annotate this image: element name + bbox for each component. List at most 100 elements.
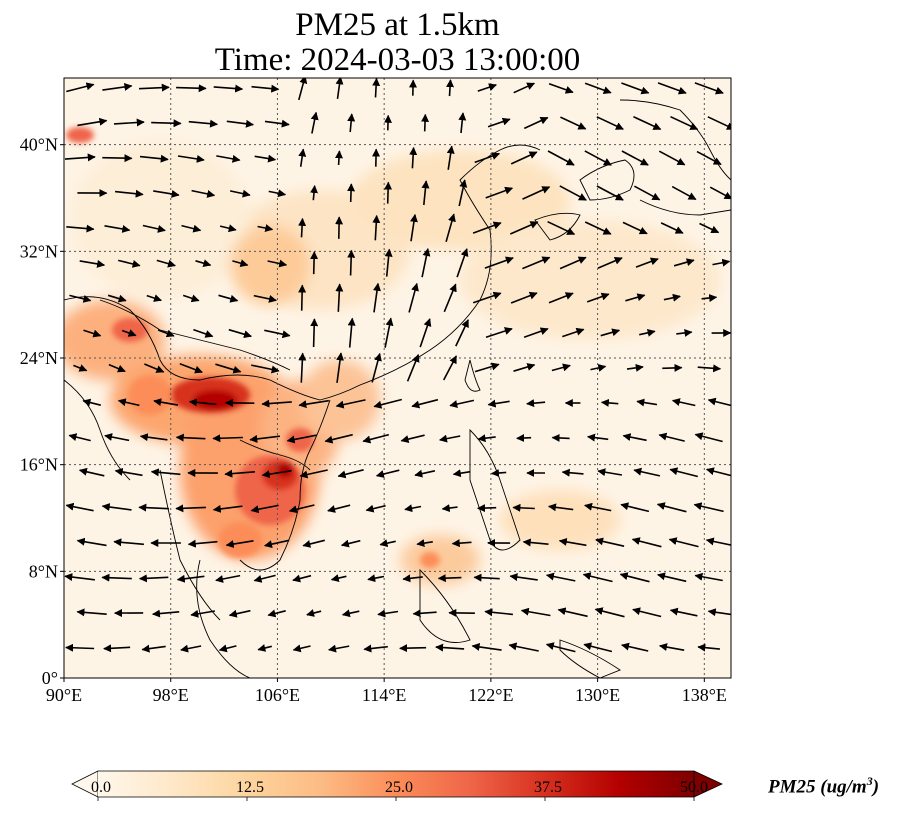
wind-arrow xyxy=(372,78,381,98)
wind-arrow xyxy=(522,186,551,200)
wind-arrow xyxy=(215,574,241,583)
wind-arrow xyxy=(409,213,418,242)
wind-arrow xyxy=(547,220,576,236)
wind-arrow xyxy=(190,609,216,618)
wind-arrow xyxy=(631,537,662,548)
wind-arrow xyxy=(195,259,212,268)
y-tick-label: 8°N xyxy=(29,561,58,581)
wind-arrow xyxy=(694,432,723,443)
wind-arrow xyxy=(384,317,394,348)
wind-arrow xyxy=(379,539,396,548)
wind-arrow xyxy=(139,154,169,163)
wind-arrow xyxy=(510,291,538,304)
wind-arrow xyxy=(419,318,432,348)
wind-arrow xyxy=(510,151,538,165)
wind-arrow xyxy=(669,607,698,617)
wind-arrow xyxy=(657,82,687,95)
wind-arrow xyxy=(330,574,347,582)
wind-arrow xyxy=(212,434,243,443)
wind-arrow xyxy=(596,116,624,130)
wind-arrow xyxy=(442,355,458,381)
wind-arrow xyxy=(298,217,307,238)
wind-arrow xyxy=(373,398,402,409)
wind-arrow xyxy=(224,469,255,478)
wind-arrow xyxy=(264,539,290,549)
wind-arrow xyxy=(188,398,217,407)
wind-arrow xyxy=(657,572,687,583)
colorbar xyxy=(71,770,723,801)
wind-arrow xyxy=(622,433,647,442)
wind-arrow xyxy=(458,112,467,134)
wind-arrow xyxy=(215,363,242,374)
wind-arrow xyxy=(445,213,456,243)
wind-arrow xyxy=(512,503,535,512)
wind-arrow xyxy=(472,291,502,304)
colorbar-tick: 37.5 xyxy=(534,779,562,796)
wind-arrow xyxy=(446,79,455,97)
colorbar-gradient xyxy=(98,771,694,797)
wind-arrow xyxy=(697,643,720,652)
wind-arrow xyxy=(327,504,351,513)
wind-arrow xyxy=(299,469,328,479)
wind-arrow xyxy=(526,399,546,408)
y-axis: 0° 8°N 16°N 24°N 32°N 40°N xyxy=(20,135,64,688)
wind-arrow xyxy=(267,259,288,268)
wind-arrow xyxy=(414,469,436,478)
wind-arrow xyxy=(373,282,381,313)
wind-arrow xyxy=(473,573,500,582)
wind-arrow xyxy=(694,82,724,95)
wind-arrow xyxy=(340,539,361,548)
wind-arrow xyxy=(292,574,312,583)
wind-arrow xyxy=(421,180,430,206)
wind-arrow xyxy=(676,328,693,337)
wind-arrow xyxy=(347,113,356,133)
wind-arrow xyxy=(182,294,200,303)
wind-arrow xyxy=(584,221,612,235)
wind-arrow xyxy=(632,607,662,618)
wind-arrow xyxy=(298,284,307,311)
wind-arrow xyxy=(477,434,496,443)
y-tick-label: 32°N xyxy=(20,241,58,261)
wind-arrow xyxy=(477,504,497,513)
wind-arrow xyxy=(668,537,699,548)
wind-arrow xyxy=(451,539,472,548)
wind-arrow xyxy=(153,398,179,407)
wind-arrow xyxy=(673,258,695,267)
wind-arrow xyxy=(508,642,539,652)
wind-arrow xyxy=(452,469,471,478)
wind-arrow xyxy=(177,154,205,163)
wind-arrow xyxy=(191,189,216,198)
wind-arrow xyxy=(104,225,131,233)
wind-arrow xyxy=(659,643,685,652)
wind-arrow xyxy=(138,83,170,92)
wind-arrow xyxy=(347,317,356,348)
wind-arrow xyxy=(82,398,101,407)
x-tick-label: 106°E xyxy=(255,685,300,705)
wind-arrow xyxy=(193,328,214,338)
wind-arrow xyxy=(621,150,649,166)
wind-arrow xyxy=(626,363,644,372)
pm25-field xyxy=(64,78,731,678)
wind-arrow xyxy=(298,352,307,383)
wind-arrow xyxy=(176,84,207,93)
wind-arrow xyxy=(347,249,356,276)
wind-arrow xyxy=(634,185,661,201)
wind-arrow xyxy=(712,258,731,267)
wind-arrow xyxy=(412,609,437,618)
wind-arrow xyxy=(658,150,686,166)
wind-arrow xyxy=(150,468,181,477)
wind-arrow xyxy=(180,644,202,653)
wind-arrow xyxy=(449,399,475,408)
wind-arrow xyxy=(633,115,662,131)
wind-arrow xyxy=(545,572,576,582)
wind-arrow xyxy=(671,185,697,201)
wind-arrow xyxy=(65,502,94,512)
wind-arrow xyxy=(78,467,105,477)
wind-arrow xyxy=(328,644,350,653)
wind-arrow xyxy=(384,248,393,277)
x-tick-label: 114°E xyxy=(362,685,407,705)
wind-arrow xyxy=(474,362,500,373)
wind-arrow xyxy=(103,644,131,653)
wind-arrow xyxy=(156,259,176,268)
